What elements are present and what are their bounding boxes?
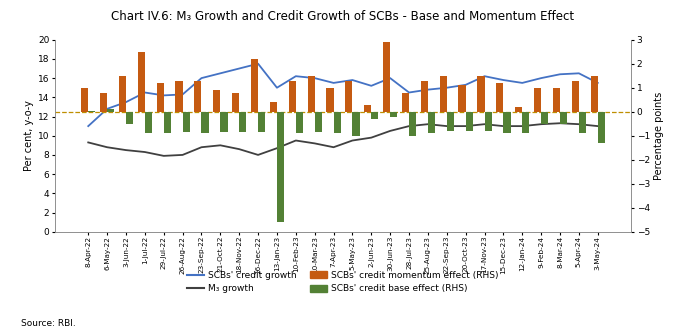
Bar (484, 112, 492, 131)
Bar (277, 112, 284, 222)
Bar (289, 80, 296, 112)
Bar (440, 76, 447, 112)
Bar (182, 112, 190, 132)
Bar (353, 112, 359, 136)
Bar (541, 112, 548, 124)
Bar (81, 88, 88, 112)
Bar (194, 80, 202, 112)
Bar (315, 112, 322, 132)
Y-axis label: Per cent, y-o-y: Per cent, y-o-y (23, 100, 34, 171)
Bar (579, 112, 586, 133)
Bar (126, 112, 133, 124)
Bar (164, 112, 171, 133)
Text: Source: RBI.: Source: RBI. (21, 319, 75, 328)
Bar (522, 112, 530, 133)
Bar (371, 112, 379, 119)
Text: Chart IV.6: M₃ Growth and Credit Growth of SCBs - Base and Momentum Effect: Chart IV.6: M₃ Growth and Credit Growth … (111, 10, 575, 23)
Bar (598, 112, 605, 143)
Bar (345, 80, 353, 112)
Bar (428, 112, 435, 133)
Bar (515, 107, 522, 112)
Bar (402, 93, 409, 112)
Bar (100, 93, 107, 112)
Bar (232, 93, 239, 112)
Bar (156, 83, 164, 112)
Bar (239, 112, 246, 132)
Bar (88, 111, 95, 112)
Bar (138, 52, 145, 112)
Bar (466, 112, 473, 131)
Bar (258, 112, 265, 132)
Bar (296, 112, 303, 133)
Bar (333, 112, 341, 133)
Bar (364, 105, 371, 112)
Bar (251, 59, 258, 112)
Bar (571, 80, 579, 112)
Bar (107, 109, 115, 112)
Bar (477, 76, 484, 112)
Bar (213, 90, 220, 112)
Bar (421, 80, 428, 112)
Bar (409, 112, 416, 136)
Bar (145, 112, 152, 133)
Bar (553, 88, 560, 112)
Bar (383, 42, 390, 112)
Bar (176, 80, 182, 112)
Bar (119, 76, 126, 112)
Bar (270, 102, 277, 112)
Bar (220, 112, 228, 132)
Legend: SCBs' credit growth, M₃ growth, SCBs' credit momentum effect (RHS), SCBs' credit: SCBs' credit growth, M₃ growth, SCBs' cr… (187, 271, 499, 293)
Y-axis label: Percentage points: Percentage points (654, 92, 664, 180)
Bar (504, 112, 510, 133)
Bar (447, 112, 454, 131)
Bar (307, 76, 315, 112)
Bar (458, 85, 466, 112)
Bar (560, 112, 567, 124)
Bar (202, 112, 209, 133)
Bar (496, 83, 504, 112)
Bar (534, 88, 541, 112)
Bar (327, 88, 333, 112)
Bar (591, 76, 598, 112)
Bar (390, 112, 397, 117)
